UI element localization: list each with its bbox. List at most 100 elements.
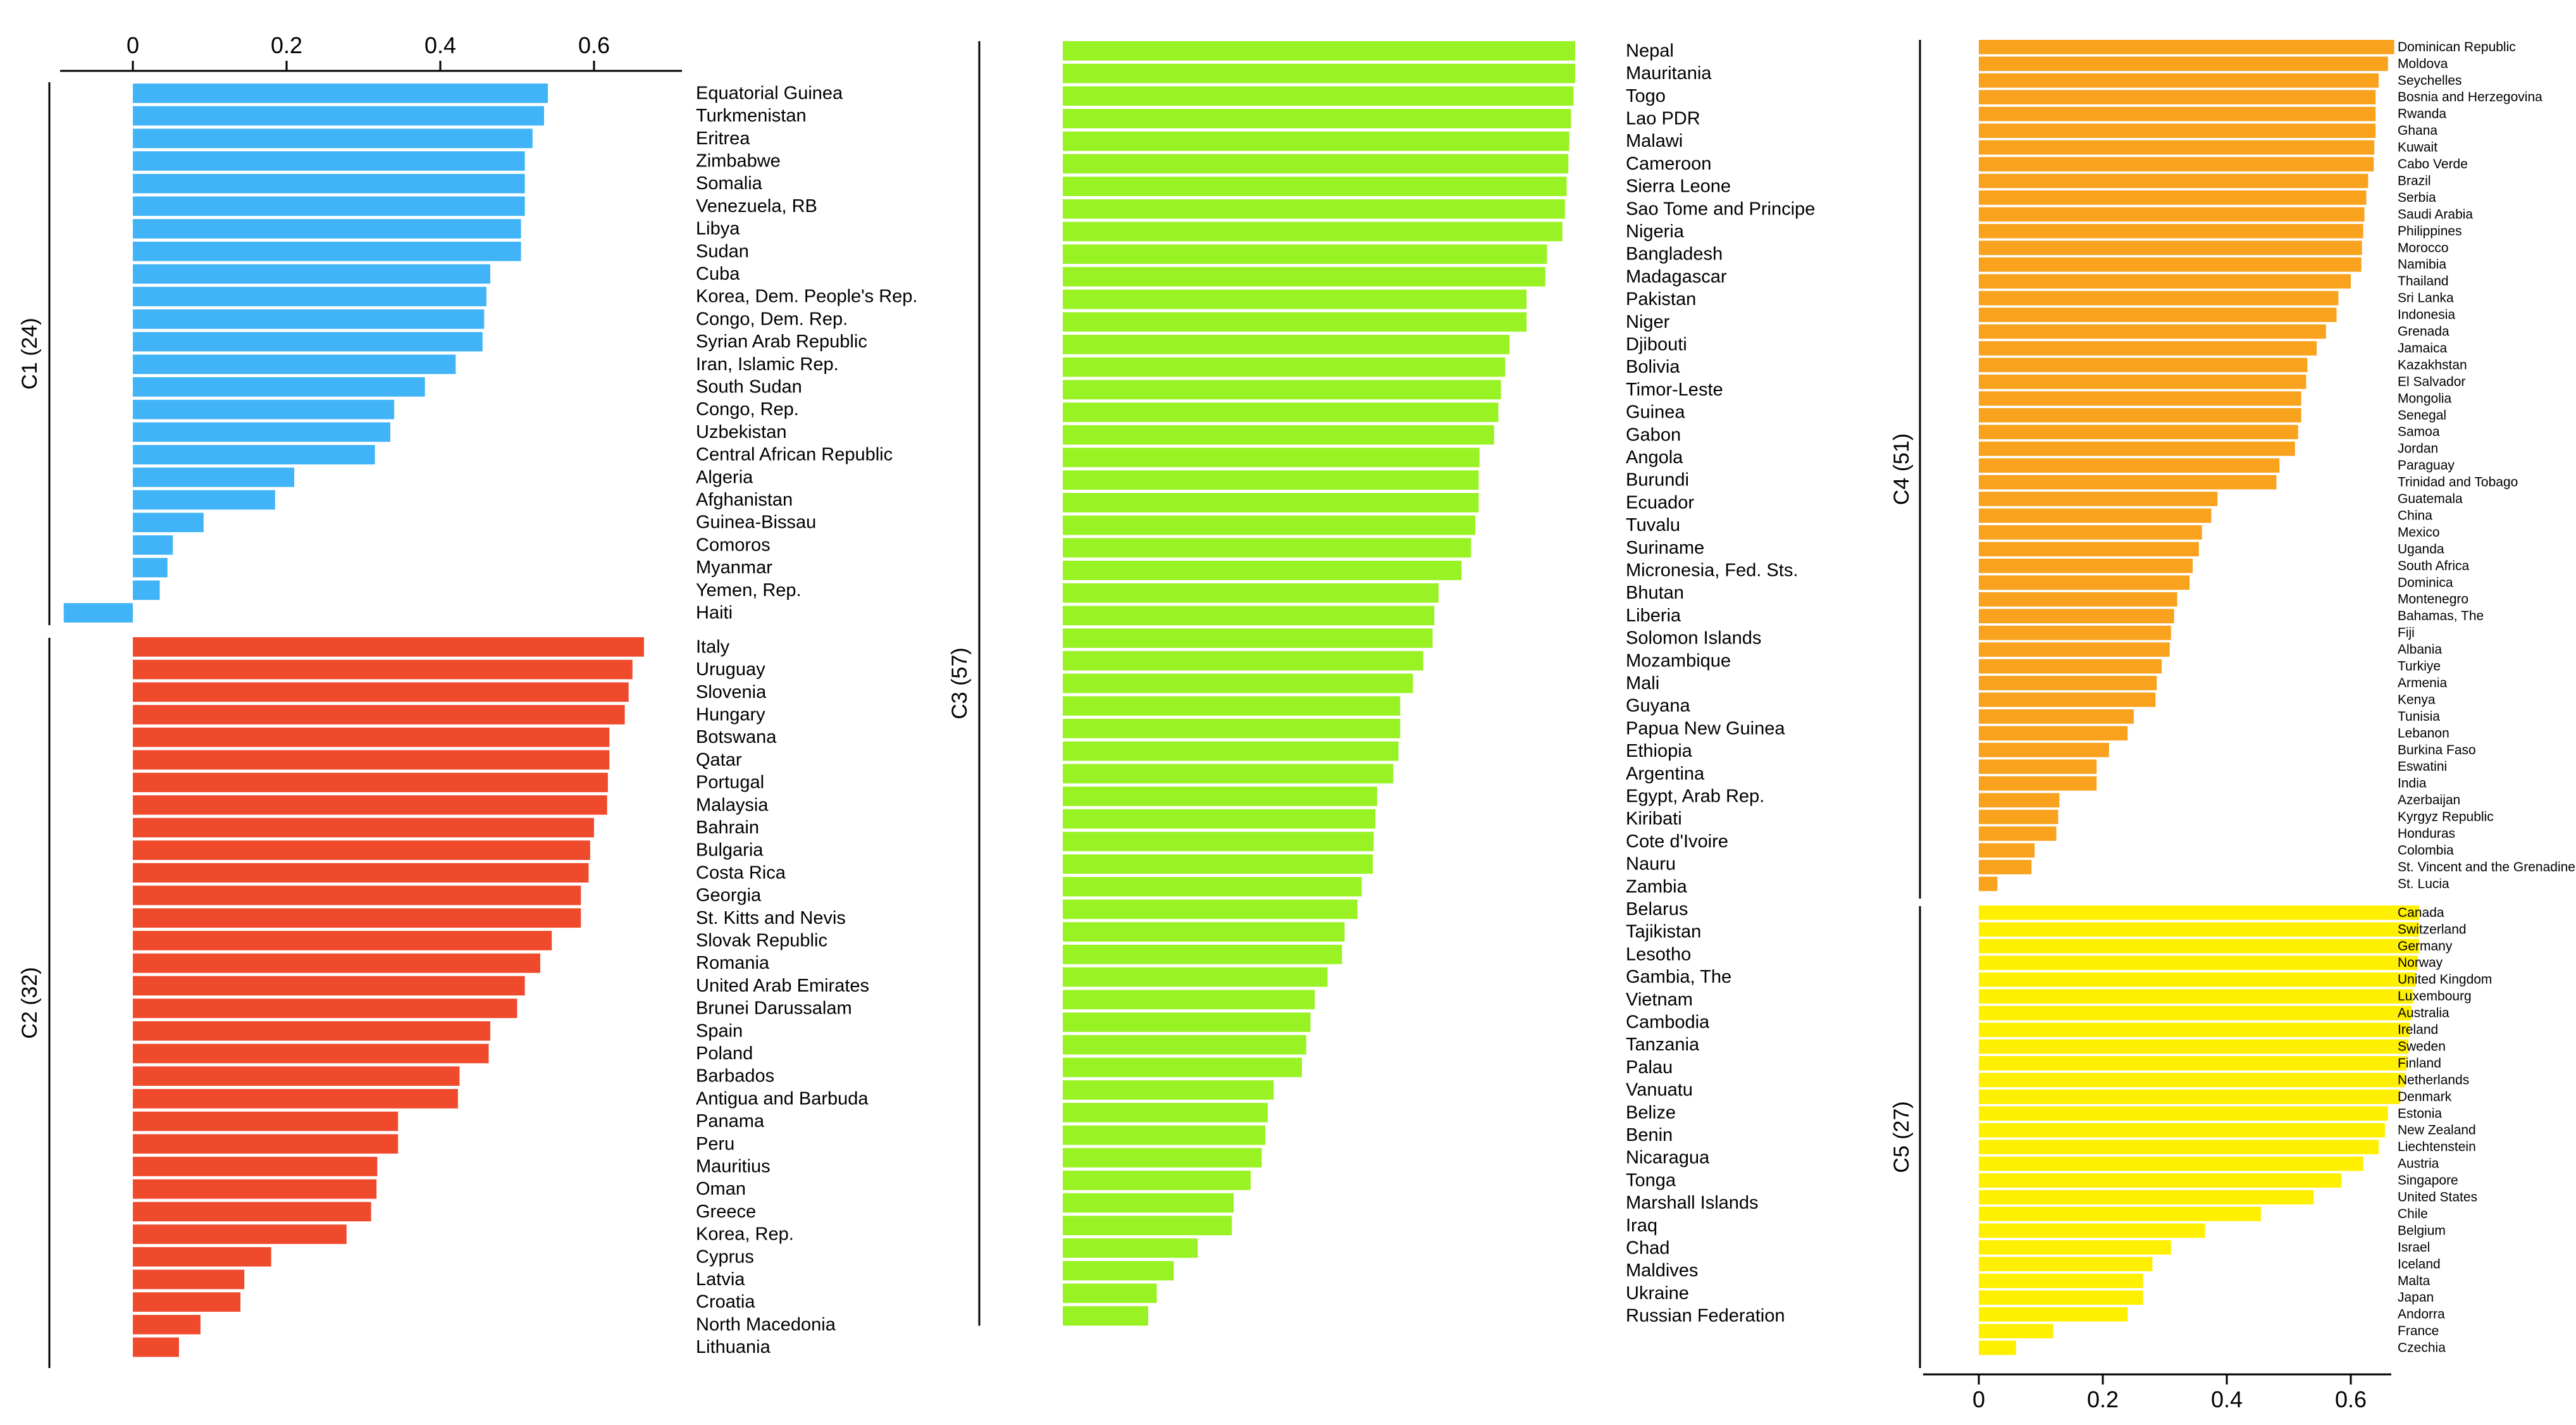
bar-label-jamaica: Jamaica <box>2398 341 2448 356</box>
bar-micronesia-fed-sts <box>1063 561 1462 580</box>
bar-turkmenistan <box>133 106 544 126</box>
bar-label-liechtenstein: Liechtenstein <box>2398 1140 2476 1154</box>
bar-label-honduras: Honduras <box>2398 826 2455 841</box>
bar-label-malawi: Malawi <box>1626 131 1683 151</box>
bar-label-korea-rep: Korea, Rep. <box>696 1224 794 1245</box>
cluster-label-c1: C1 (24) <box>18 318 42 389</box>
bar-seychelles <box>1979 73 2379 88</box>
bar-label-guyana: Guyana <box>1626 696 1690 716</box>
bar-label-brunei-darussalam: Brunei Darussalam <box>696 999 852 1019</box>
bar-label-israel: Israel <box>2398 1240 2430 1255</box>
bar-chile <box>1979 1207 2261 1221</box>
bar-oman <box>133 1179 377 1199</box>
bar-united-arab-emirates <box>133 976 525 996</box>
bar-uganda <box>1979 542 2199 557</box>
bar-azerbaijan <box>1979 793 2060 807</box>
bar-label-afghanistan: Afghanistan <box>696 490 793 510</box>
bar-label-serbia: Serbia <box>2398 190 2436 205</box>
bar-label-finland: Finland <box>2398 1056 2441 1071</box>
bar-cameroon <box>1063 154 1569 174</box>
bar-label-colombia: Colombia <box>2398 843 2454 858</box>
cluster-label-c3: C3 (57) <box>948 647 972 719</box>
bar-st-vincent-and-the-grenadines <box>1979 860 2032 874</box>
bar-uruguay <box>133 659 633 680</box>
bar-label-angola: Angola <box>1626 447 1683 468</box>
bar-ecuador <box>1063 493 1479 513</box>
bar-label-austria: Austria <box>2398 1157 2439 1171</box>
bar-mali <box>1063 673 1413 694</box>
bar-finland <box>1979 1056 2407 1071</box>
bar-label-timor-leste: Timor-Leste <box>1626 380 1723 400</box>
bar-label-australia: Australia <box>2398 1006 2449 1021</box>
bar-mongolia <box>1979 391 2301 406</box>
bar-label-nauru: Nauru <box>1626 854 1676 874</box>
bar-label-trinidad-and-tobago: Trinidad and Tobago <box>2398 475 2518 490</box>
bar-italy <box>133 637 644 657</box>
bar-samoa <box>1979 425 2298 440</box>
bar-equatorial-guinea <box>133 84 548 103</box>
bar-label-croatia: Croatia <box>696 1292 755 1312</box>
bar-label-united-kingdom: United Kingdom <box>2398 973 2492 987</box>
bar-label-netherlands: Netherlands <box>2398 1073 2469 1087</box>
bar-united-kingdom <box>1979 972 2416 987</box>
bar-label-korea-dem-people-s-rep: Korea, Dem. People's Rep. <box>696 287 918 307</box>
bar-label-suriname: Suriname <box>1626 538 1704 558</box>
bar-turkiye <box>1979 659 2162 674</box>
bar-argentina <box>1063 764 1394 784</box>
bar-label-tonga: Tonga <box>1626 1170 1676 1190</box>
bar-kazakhstan <box>1979 358 2308 373</box>
bar-iraq <box>1063 1216 1232 1236</box>
bar-dominica <box>1979 575 2190 590</box>
bar-iran-islamic-rep <box>133 354 456 375</box>
bar-label-sweden: Sweden <box>2398 1040 2446 1054</box>
bar-label-libya: Libya <box>696 219 740 239</box>
bar-label-solomon-islands: Solomon Islands <box>1626 628 1761 649</box>
bar-label-zambia: Zambia <box>1626 876 1688 897</box>
bar-label-fiji: Fiji <box>2398 626 2415 640</box>
bar-label-saudi-arabia: Saudi Arabia <box>2398 207 2473 221</box>
top-axis-tick-label: 0.4 <box>424 32 456 58</box>
bar-guinea-bissau <box>133 513 204 532</box>
bar-label-vietnam: Vietnam <box>1626 990 1693 1010</box>
bar-label-dominican-republic: Dominican Republic <box>2398 40 2516 54</box>
bar-label-namibia: Namibia <box>2398 258 2446 272</box>
bar-senegal <box>1979 408 2301 423</box>
bar-korea-dem-people-s-rep <box>133 287 486 306</box>
bar-label-andorra: Andorra <box>2398 1307 2445 1322</box>
labels-layer: Equatorial Guinea TurkmenistanEritreaZimb… <box>696 40 2576 1357</box>
bars-layer <box>63 40 2419 1357</box>
bar-vanuatu <box>1063 1080 1274 1100</box>
bar-myanmar <box>133 557 168 578</box>
bar-label-central-african-republic: Central African Republic <box>696 445 893 465</box>
bar-sierra-leone <box>1063 177 1567 196</box>
bar-label-cyprus: Cyprus <box>696 1247 754 1267</box>
bar-algeria <box>133 467 295 487</box>
bar-label-equatorial-guinea: Equatorial Guinea <box>696 83 843 103</box>
bar-label-micronesia-fed-sts: Micronesia, Fed. Sts. <box>1626 561 1798 581</box>
bar-israel <box>1979 1240 2171 1255</box>
bar-label-bosnia-and-herzegovina: Bosnia and Herzegovina <box>2398 90 2542 104</box>
bar-zambia <box>1063 876 1362 897</box>
bar-ghana <box>1979 123 2376 138</box>
bar-label-burkina-faso: Burkina Faso <box>2398 743 2476 757</box>
bar-label-japan: Japan <box>2398 1290 2434 1305</box>
bar-tanzania <box>1063 1035 1306 1055</box>
bar-dominican-republic <box>1979 40 2394 54</box>
bar-label-guatemala: Guatemala <box>2398 492 2463 506</box>
bar-st-kitts-and-nevis <box>133 908 581 928</box>
bar-label-seychelles: Seychelles <box>2398 73 2462 88</box>
bar-label-bhutan: Bhutan <box>1626 583 1684 603</box>
bar-label-zimbabwe: Zimbabwe <box>696 151 781 171</box>
bar-label-costa-rica: Costa Rica <box>696 862 786 883</box>
bar-philippines <box>1979 223 2363 239</box>
bar-label-turkmenistan: Turkmenistan <box>696 106 807 126</box>
bar-label-qatar: Qatar <box>696 750 742 770</box>
bar-indonesia <box>1979 308 2337 322</box>
bar-botswana <box>133 727 610 747</box>
bar-label-st-vincent-and-the-grenadines: St. Vincent and the Grenadines <box>2398 860 2576 874</box>
bar-burundi <box>1063 470 1479 490</box>
bar-label-denmark: Denmark <box>2398 1090 2452 1104</box>
bar-label-iraq: Iraq <box>1626 1216 1657 1236</box>
bar-nigeria <box>1063 221 1563 242</box>
bar-label-france: France <box>2398 1324 2439 1338</box>
